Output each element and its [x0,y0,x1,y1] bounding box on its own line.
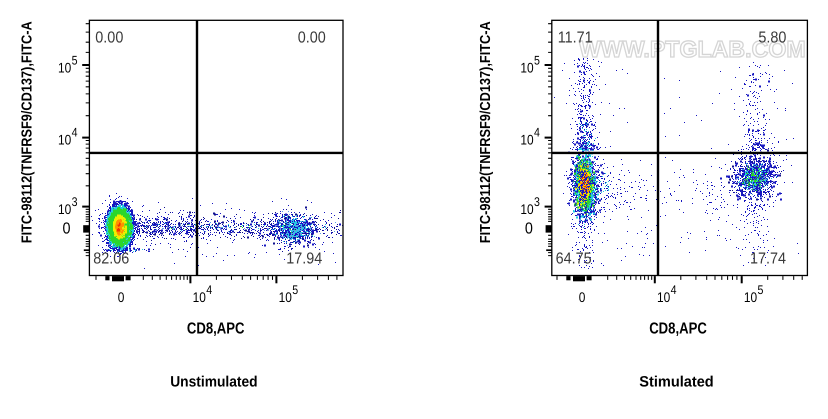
svg-text:10: 10 [193,289,206,305]
svg-text:0: 0 [579,289,586,305]
svg-text:WWW.PTGLAB.COM: WWW.PTGLAB.COM [579,36,806,62]
svg-text:4: 4 [671,283,677,297]
svg-text:Stimulated: Stimulated [639,374,713,391]
svg-text:4: 4 [534,126,540,140]
svg-text:5: 5 [292,283,298,297]
svg-text:10: 10 [520,201,533,217]
svg-text:11.71: 11.71 [558,30,593,47]
svg-text:10: 10 [657,289,670,305]
svg-text:10: 10 [744,289,757,305]
svg-text:82.06: 82.06 [93,251,129,268]
svg-text:17.94: 17.94 [286,251,322,268]
svg-text:0.00: 0.00 [95,30,123,47]
svg-text:FITC-98112(TNFRSF9/CD137),FITC: FITC-98112(TNFRSF9/CD137),FITC-A [478,21,494,243]
svg-text:5: 5 [534,54,540,68]
svg-text:CD8,APC: CD8,APC [187,321,245,338]
svg-text:0: 0 [63,221,71,238]
svg-text:5: 5 [758,283,764,297]
svg-text:64.75: 64.75 [556,251,592,268]
svg-text:4: 4 [206,283,212,297]
svg-text:10: 10 [520,60,533,76]
svg-text:10: 10 [58,132,71,148]
svg-text:10: 10 [58,60,71,76]
svg-text:5.80: 5.80 [758,30,786,47]
svg-text:10: 10 [58,201,71,217]
svg-text:3: 3 [534,195,540,209]
svg-text:3: 3 [72,195,78,209]
svg-text:5: 5 [72,54,78,68]
svg-text:0: 0 [118,289,125,305]
svg-text:10: 10 [279,289,292,305]
svg-text:4: 4 [72,126,78,140]
svg-text:10: 10 [520,132,533,148]
svg-text:CD8,APC: CD8,APC [649,321,707,338]
svg-text:17.74: 17.74 [750,251,786,268]
svg-text:0: 0 [525,221,533,238]
svg-text:0.00: 0.00 [298,30,326,47]
svg-text:FITC-98112(TNFRSF9/CD137),FITC: FITC-98112(TNFRSF9/CD137),FITC-A [19,21,35,243]
svg-text:Unstimulated: Unstimulated [170,374,257,391]
